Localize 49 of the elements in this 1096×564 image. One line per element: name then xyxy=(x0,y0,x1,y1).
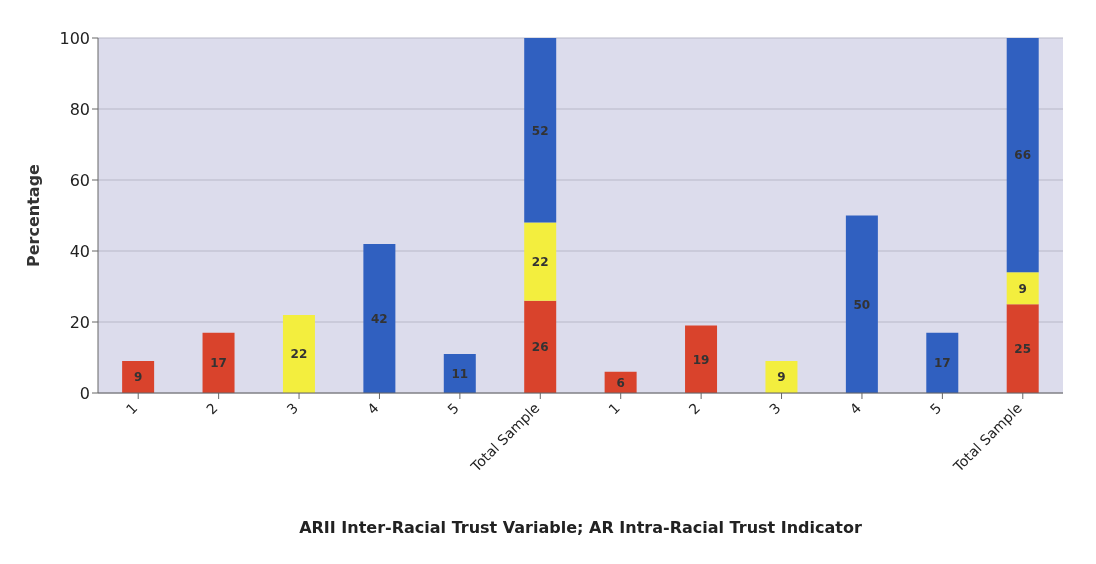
y-tick-label: 80 xyxy=(69,99,90,119)
x-tick-label: 4 xyxy=(846,399,865,418)
y-tick-label: 40 xyxy=(69,241,90,261)
bar xyxy=(765,361,798,393)
bar xyxy=(524,38,557,223)
x-tick-label: 1 xyxy=(122,399,141,418)
data-label: 19 xyxy=(692,352,710,367)
bar xyxy=(845,215,878,393)
data-label: 9 xyxy=(1018,281,1027,296)
data-label: 50 xyxy=(853,297,871,312)
data-label: 6 xyxy=(616,375,625,390)
data-label: 9 xyxy=(133,370,143,385)
data-label: 9 xyxy=(777,370,786,385)
y-tick-label: 100 xyxy=(59,28,90,48)
bar xyxy=(685,325,718,393)
bar xyxy=(122,361,155,393)
bar xyxy=(282,314,315,393)
data-label: 22 xyxy=(531,254,549,269)
data-label: 17 xyxy=(210,356,227,371)
y-tick-label: 60 xyxy=(69,170,90,190)
data-label: 17 xyxy=(933,356,951,371)
x-tick-label: 5 xyxy=(444,399,462,418)
bar xyxy=(202,332,235,393)
bar xyxy=(1006,38,1039,273)
data-label: 25 xyxy=(1014,341,1032,356)
bar xyxy=(926,332,959,393)
x-tick-label: 1 xyxy=(605,399,623,418)
bar xyxy=(524,300,557,393)
data-label: 22 xyxy=(290,347,308,362)
x-tick-label: 4 xyxy=(363,399,382,418)
data-label: 52 xyxy=(531,123,549,138)
y-axis-title: Percentage xyxy=(23,163,43,267)
bar xyxy=(443,353,476,393)
x-tick-label: 2 xyxy=(203,399,221,418)
y-tick-label: 20 xyxy=(69,312,90,332)
x-tick-label: 2 xyxy=(685,399,704,418)
x-tick-label: 3 xyxy=(283,399,302,418)
bar xyxy=(1006,272,1039,305)
bar xyxy=(524,222,557,301)
data-label: 11 xyxy=(451,366,469,381)
data-label: 42 xyxy=(371,311,388,326)
bar xyxy=(1006,304,1039,393)
x-axis-title: ARII Inter-Racial Trust Variable; AR Intra-Racial Trust Indicator xyxy=(299,518,862,537)
bar xyxy=(363,243,396,393)
data-label: 66 xyxy=(1014,148,1032,163)
y-tick-label: 0 xyxy=(79,383,90,403)
x-tick-label: 5 xyxy=(926,399,945,418)
x-tick-label: 3 xyxy=(766,399,784,418)
data-label: 26 xyxy=(531,340,549,355)
